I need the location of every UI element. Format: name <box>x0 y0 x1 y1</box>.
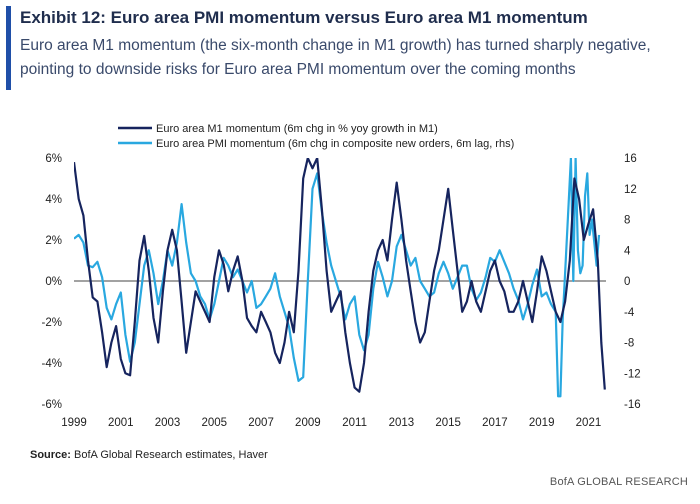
y-left-tick-label: 4% <box>45 194 62 206</box>
x-tick-label: 2003 <box>155 417 181 429</box>
y-right-tick-label: -8 <box>624 338 634 350</box>
x-tick-label: 2009 <box>295 417 321 429</box>
x-tick-label: 1999 <box>61 417 87 429</box>
x-tick-label: 2007 <box>248 417 274 429</box>
source-note: Source: BofA Global Research estimates, … <box>30 449 268 461</box>
x-tick-label: 2015 <box>435 417 461 429</box>
y-right-tick-label: 4 <box>624 245 631 257</box>
x-tick-label: 2019 <box>529 417 555 429</box>
y-left-tick-label: 6% <box>45 153 62 165</box>
legend-label: Euro area PMI momentum (6m chg in compos… <box>156 138 514 150</box>
y-right-tick-label: 16 <box>624 153 637 165</box>
y-left-tick-label: -6% <box>42 399 62 411</box>
y-right-tick-label: 0 <box>624 276 630 288</box>
x-tick-label: 2011 <box>342 417 367 429</box>
y-right-tick-label: 8 <box>624 215 630 227</box>
y-left-tick-label: -2% <box>42 317 62 329</box>
source-text: BofA Global Research estimates, Haver <box>74 449 268 461</box>
source-label: Source: <box>30 449 71 461</box>
y-right-tick-label: 12 <box>624 184 637 196</box>
y-right-tick-label: -4 <box>624 307 635 319</box>
accent-bar <box>6 6 11 90</box>
y-left-tick-label: -4% <box>42 358 62 370</box>
x-tick-label: 2001 <box>108 417 134 429</box>
x-tick-label: 2005 <box>202 417 228 429</box>
series-line-m1-momentum <box>74 158 606 393</box>
y-left-tick-label: 0% <box>45 276 62 288</box>
y-right-tick-label: -16 <box>624 399 641 411</box>
x-tick-label: 2021 <box>576 417 602 429</box>
chart-title: Exhibit 12: Euro area PMI momentum versu… <box>20 8 588 27</box>
y-left-tick-label: 2% <box>45 235 62 247</box>
chart-subtitle: Euro area M1 momentum (the six-month cha… <box>20 37 651 78</box>
x-tick-label: 2017 <box>482 417 508 429</box>
y-right-tick-label: -12 <box>624 368 641 380</box>
series-line-pmi-momentum <box>74 158 601 398</box>
brand-footer: BofA GLOBAL RESEARCH <box>549 476 688 488</box>
legend-label: Euro area M1 momentum (6m chg in % yoy g… <box>156 123 438 135</box>
x-tick-label: 2013 <box>389 417 415 429</box>
